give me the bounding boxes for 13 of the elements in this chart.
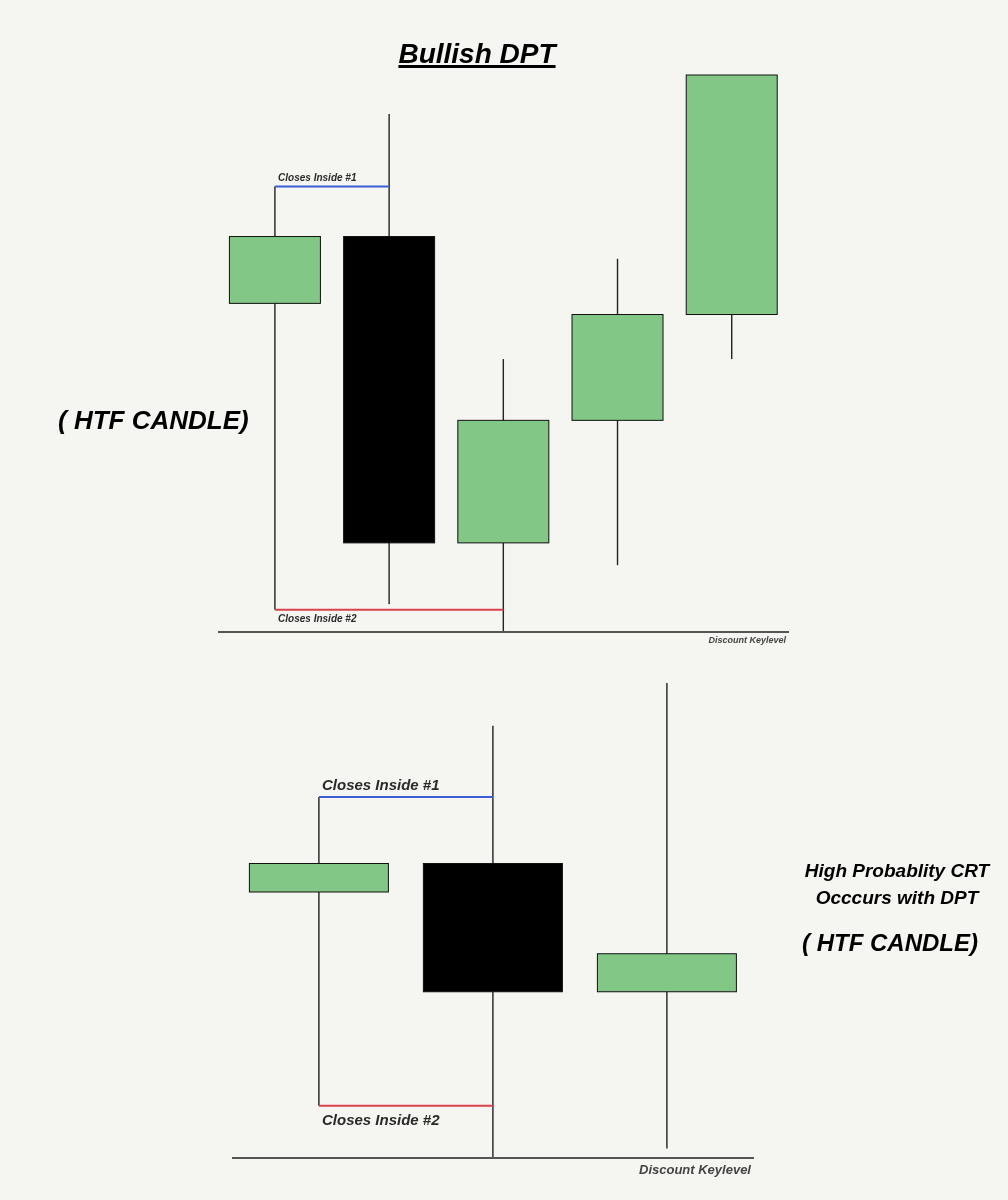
ref-line-label: Closes Inside #1 xyxy=(278,172,357,184)
candlestick xyxy=(248,797,389,1106)
text: High Probablity CRT Occcurs with DPT xyxy=(804,860,990,908)
candlestick xyxy=(596,683,737,1149)
chart-title: Bullish DPT xyxy=(398,38,556,69)
text: ( HTF CANDLE) xyxy=(802,929,978,956)
annotation: ( HTF CANDLE) xyxy=(58,405,249,435)
ref-line-label: Closes Inside #2 xyxy=(278,613,357,625)
candlestick xyxy=(422,725,563,1158)
ref-line-label: Closes Inside #1 xyxy=(322,775,440,793)
ref-line-label: Closes Inside #2 xyxy=(322,1110,441,1128)
ref-line-label: Discount Keylevel xyxy=(639,1162,752,1178)
ref-line-label: Discount Keylevel xyxy=(708,635,787,646)
